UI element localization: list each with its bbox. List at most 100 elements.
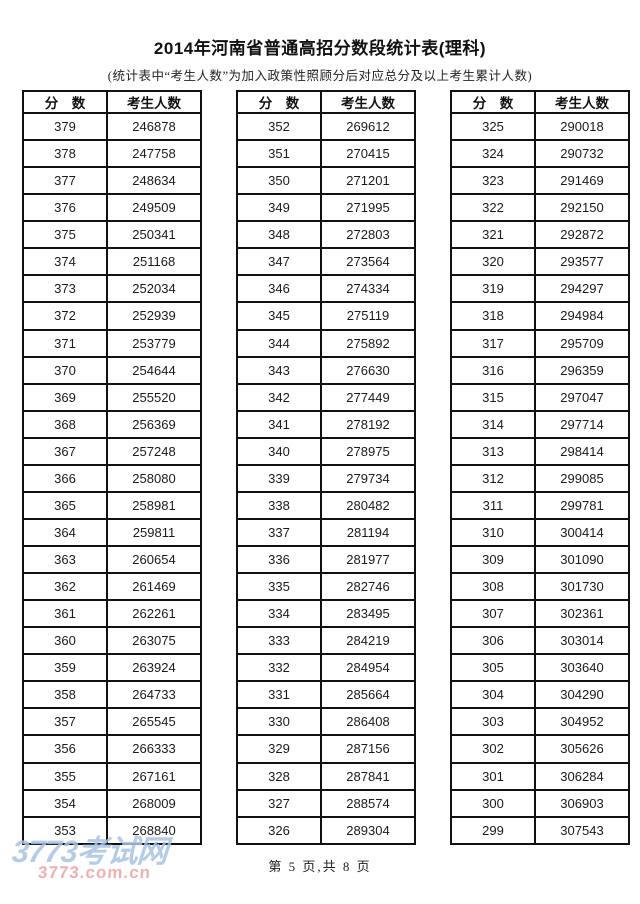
score-cell: 348 [236, 220, 322, 250]
score-cell: 368 [22, 409, 108, 439]
score-cell: 304 [450, 680, 536, 710]
count-cell: 299781 [534, 490, 630, 520]
count-cell: 257248 [106, 436, 202, 466]
count-cell: 254644 [106, 355, 202, 385]
count-cell: 266333 [106, 734, 202, 764]
score-cell: 342 [236, 382, 322, 412]
count-cell: 279734 [320, 463, 416, 493]
count-cell: 307543 [534, 815, 630, 846]
table-row: 310 300414 [450, 517, 630, 548]
score-cell: 340 [236, 436, 322, 466]
score-cell: 332 [236, 653, 322, 683]
table-row: 366 258080 [22, 463, 202, 493]
table-row: 313 298414 [450, 436, 630, 466]
score-cell: 311 [450, 490, 536, 520]
table-row: 323 291469 [450, 166, 630, 196]
score-cell: 354 [22, 788, 108, 818]
header-row: 分 数考生人数 [450, 90, 630, 114]
table-row: 357 265545 [22, 707, 202, 737]
count-cell: 268009 [106, 788, 202, 818]
count-cell: 287156 [320, 734, 416, 764]
table-row: 338 280482 [236, 490, 416, 520]
table-row: 325 290018 [450, 111, 630, 142]
table-row: 340 278975 [236, 436, 416, 466]
score-cell: 357 [22, 707, 108, 737]
score-cell: 351 [236, 139, 322, 169]
table-row: 306 303014 [450, 626, 630, 656]
count-cell: 291469 [534, 166, 630, 196]
table-row: 361 262261 [22, 599, 202, 629]
table-row: 315 297047 [450, 382, 630, 412]
table-row: 330 286408 [236, 707, 416, 737]
count-cell: 281194 [320, 517, 416, 548]
score-column-header: 分 数 [236, 90, 322, 114]
score-cell: 300 [450, 788, 536, 818]
count-cell: 262261 [106, 599, 202, 629]
table-row: 378 247758 [22, 139, 202, 169]
table-row: 329 287156 [236, 734, 416, 764]
table-row: 358 264733 [22, 680, 202, 710]
count-cell: 306903 [534, 788, 630, 818]
table-row: 317 295709 [450, 328, 630, 358]
count-cell: 256369 [106, 409, 202, 439]
count-cell: 275119 [320, 301, 416, 331]
score-cell: 326 [236, 815, 322, 846]
count-cell: 276630 [320, 355, 416, 385]
table-row: 318 294984 [450, 301, 630, 331]
table-row: 328 287841 [236, 761, 416, 791]
score-cell: 320 [450, 247, 536, 277]
table-row: 347 273564 [236, 247, 416, 277]
table-row: 364 259811 [22, 517, 202, 548]
count-cell: 286408 [320, 707, 416, 737]
score-cell: 341 [236, 409, 322, 439]
count-cell: 263075 [106, 626, 202, 656]
count-cell: 290732 [534, 139, 630, 169]
count-cell: 302361 [534, 599, 630, 629]
table-row: 304 304290 [450, 680, 630, 710]
score-column-header: 分 数 [450, 90, 536, 114]
count-cell: 253779 [106, 328, 202, 358]
count-column-header: 考生人数 [106, 90, 202, 114]
score-cell: 372 [22, 301, 108, 331]
table-row: 372 252939 [22, 301, 202, 331]
score-cell: 362 [22, 572, 108, 602]
table-row: 320 293577 [450, 247, 630, 277]
score-cell: 375 [22, 220, 108, 250]
page-subtitle: (统计表中“考生人数”为加入政策性照顾分后对应总分及以上考生累计人数) [107, 69, 533, 83]
count-cell: 292872 [534, 220, 630, 250]
table-row: 303 304952 [450, 707, 630, 737]
count-cell: 285664 [320, 680, 416, 710]
table-row: 327 288574 [236, 788, 416, 818]
table-row: 302 305626 [450, 734, 630, 764]
count-cell: 297714 [534, 409, 630, 439]
score-cell: 335 [236, 572, 322, 602]
count-cell: 275892 [320, 328, 416, 358]
count-cell: 300414 [534, 517, 630, 548]
table-row: 339 279734 [236, 463, 416, 493]
table-row: 354 268009 [22, 788, 202, 818]
score-cell: 361 [22, 599, 108, 629]
score-cell: 366 [22, 463, 108, 493]
score-cell: 339 [236, 463, 322, 493]
score-cell: 310 [450, 517, 536, 548]
table-row: 322 292150 [450, 193, 630, 223]
score-cell: 334 [236, 599, 322, 629]
table-row: 301 306284 [450, 761, 630, 791]
count-cell: 246878 [106, 111, 202, 142]
score-cell: 319 [450, 274, 536, 304]
count-cell: 278975 [320, 436, 416, 466]
count-cell: 255520 [106, 382, 202, 412]
table-row: 332 284954 [236, 653, 416, 683]
score-cell: 376 [22, 193, 108, 223]
count-cell: 304952 [534, 707, 630, 737]
score-cell: 344 [236, 328, 322, 358]
count-cell: 297047 [534, 382, 630, 412]
table-row: 349 271995 [236, 193, 416, 223]
score-cell: 347 [236, 247, 322, 277]
count-cell: 258080 [106, 463, 202, 493]
score-cell: 365 [22, 490, 108, 520]
score-cell: 309 [450, 544, 536, 575]
score-cell: 343 [236, 355, 322, 385]
score-cell: 321 [450, 220, 536, 250]
